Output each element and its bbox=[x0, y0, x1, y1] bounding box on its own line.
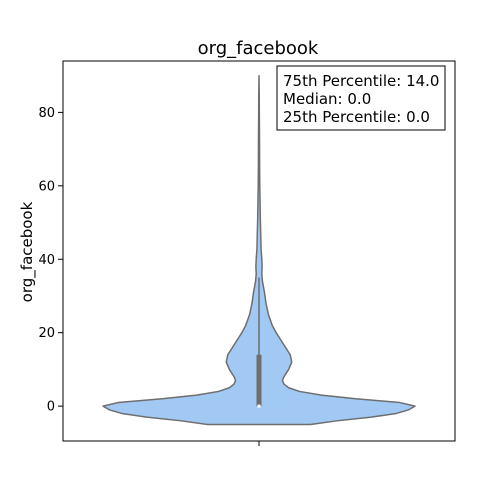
y-tick-label: 0 bbox=[47, 400, 55, 415]
chart-title: org_facebook bbox=[198, 38, 319, 59]
stat-median: Median: 0.0 bbox=[283, 90, 371, 108]
y-axis-ticks: 0 20 40 60 80 bbox=[38, 106, 63, 415]
stats-box: 75th Percentile: 14.0 Median: 0.0 25th P… bbox=[276, 65, 446, 131]
stat-75th-percentile: 75th Percentile: 14.0 bbox=[283, 72, 439, 90]
violin-layer bbox=[102, 74, 416, 426]
violin-median-marker bbox=[257, 404, 261, 408]
y-tick-label: 80 bbox=[38, 106, 55, 121]
stats-box-frame bbox=[276, 65, 446, 131]
inner-box-layer bbox=[256, 277, 262, 408]
violin-body bbox=[102, 74, 416, 426]
y-tick-label: 20 bbox=[38, 326, 55, 341]
stat-25th-percentile: 25th Percentile: 0.0 bbox=[283, 108, 430, 126]
violin-iqr-box bbox=[256, 354, 262, 407]
y-tick-label: 40 bbox=[38, 253, 55, 268]
y-tick-label: 60 bbox=[38, 179, 55, 194]
y-axis-label: org_facebook bbox=[18, 201, 37, 302]
